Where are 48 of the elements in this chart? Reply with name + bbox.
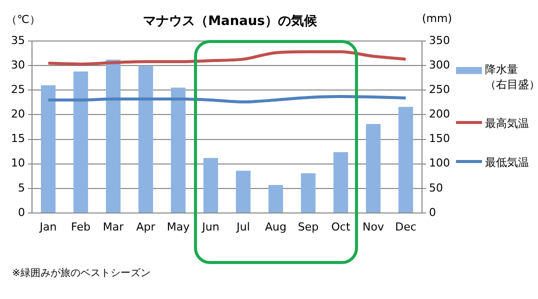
y-tick-label: 10 (11, 156, 25, 170)
bar (73, 71, 88, 212)
bar (203, 158, 218, 212)
text: ※緑囲みが旅のベストシーズン (12, 266, 150, 280)
y-tick-label: 20 (11, 108, 25, 121)
line-series (46, 50, 408, 66)
y-tick-label: 30 (11, 58, 25, 72)
y-tick-label: 25 (11, 83, 25, 96)
legend-label: 最高気温 (485, 116, 530, 131)
y-tick-label: 35 (11, 34, 25, 47)
y-axis-title: （℃） (6, 12, 40, 27)
y-tick-label: 0 (18, 206, 25, 219)
x-tick-label: Jan (38, 220, 57, 234)
x-tick-label: Nov (362, 220, 384, 234)
bar (366, 124, 381, 212)
x-tick-label: Jun (201, 220, 220, 234)
x-tick-label: Mar (102, 220, 124, 234)
y2-tick-label: 0 (429, 206, 436, 219)
x-tick-label: May (166, 220, 190, 234)
bar (398, 106, 414, 212)
x-tick-label: Sep (298, 220, 319, 234)
x-tick-label: Apr (136, 220, 156, 234)
y2-tick-label: 150 (429, 132, 450, 146)
y2-axis-title: (mm) (422, 12, 452, 25)
y2-tick-label: 200 (429, 108, 450, 121)
legend-label: 降水量（右目盛） (485, 62, 538, 92)
y2-tick-label: 100 (429, 156, 450, 170)
bar (300, 173, 316, 212)
x-tick-label: Jul (236, 220, 250, 234)
bar (268, 184, 284, 212)
x-tick-label: Feb (71, 220, 90, 234)
bar (138, 66, 154, 212)
legend-label: 最低気温 (485, 155, 530, 170)
bar (40, 85, 56, 212)
y-tick-label: 15 (11, 132, 25, 146)
x-tick-label: Aug (265, 220, 286, 234)
bar (236, 170, 251, 212)
bar (170, 88, 186, 212)
y2-tick-label: 250 (429, 83, 450, 96)
x-tick-label: Dec (395, 220, 416, 234)
bar (106, 60, 121, 212)
x-tick-label: Oct (331, 220, 351, 234)
y2-tick-label: 50 (429, 181, 443, 194)
y2-tick-label: 350 (429, 34, 450, 47)
chart-title: マナウス（Manaus）の気候 (143, 14, 317, 29)
y-tick-label: 5 (18, 181, 25, 194)
y2-tick-label: 300 (429, 58, 450, 72)
bar (333, 152, 348, 212)
